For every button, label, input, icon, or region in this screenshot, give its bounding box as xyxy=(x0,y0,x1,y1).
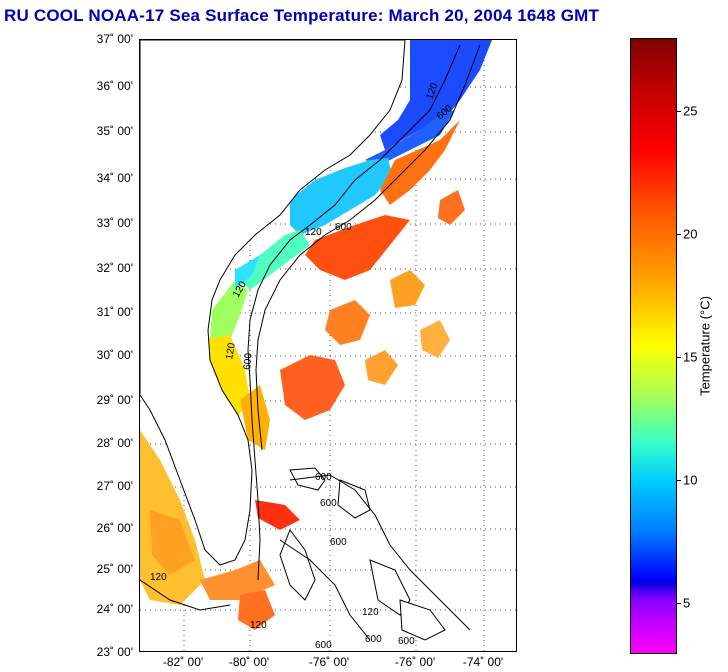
contour-label: 120 xyxy=(224,342,238,361)
contour-label: 600 xyxy=(315,472,332,483)
colorbar-tick xyxy=(676,111,681,112)
sst-data-layer xyxy=(140,40,492,630)
contour-label: 600 xyxy=(398,636,415,647)
latitude-label: 35˚ 00' xyxy=(96,124,133,138)
latitude-label: 24˚ 00' xyxy=(96,602,133,616)
longitude-label: -76˚ 00' xyxy=(308,655,350,669)
longitude-label: -80˚ 00' xyxy=(228,655,270,669)
temperature-colorbar xyxy=(630,38,677,654)
contour-label: 600 xyxy=(330,537,347,548)
sst-map[interactable]: 120 600 120 600 120 600 120 600 600 600 … xyxy=(139,39,517,652)
colorbar-label: 20 xyxy=(683,226,698,242)
longitude-label: -76˚ 00' xyxy=(394,655,436,669)
latitude-label: 33˚ 00' xyxy=(96,216,133,230)
latitude-label: 29˚ 00' xyxy=(96,393,133,407)
contour-label: 120 xyxy=(305,227,322,238)
latitude-label: 26˚ 00' xyxy=(96,521,133,535)
latitude-label: 36˚ 00' xyxy=(96,79,133,93)
bathymetry-contours xyxy=(140,44,481,641)
colorbar-tick xyxy=(676,603,681,604)
colorbar-tick xyxy=(676,357,681,358)
colorbar-tick xyxy=(676,234,681,235)
latitude-label: 37˚ 00' xyxy=(96,32,133,46)
contour-label: 600 xyxy=(315,640,332,651)
contour-label: 120 xyxy=(150,572,167,583)
contour-label: 600 xyxy=(335,222,352,233)
colorbar-tick xyxy=(676,480,681,481)
latitude-label: 34˚ 00' xyxy=(96,171,133,185)
contour-label: 600 xyxy=(320,498,337,509)
colorbar-label: 25 xyxy=(683,103,698,119)
contour-label: 120 xyxy=(250,620,267,631)
coastline xyxy=(140,40,406,566)
latitude-label: 23˚ 00' xyxy=(96,645,133,659)
latitude-label: 31˚ 00' xyxy=(96,305,133,319)
sst-map-canvas: 120 600 120 600 120 600 120 600 600 600 … xyxy=(140,40,516,651)
longitude-label: -74˚ 00' xyxy=(462,655,504,669)
contour-label: 600 xyxy=(242,352,254,370)
colorbar-label: 5 xyxy=(683,595,691,611)
latitude-label: 30˚ 00' xyxy=(96,348,133,362)
latitude-label: 32˚ 00' xyxy=(96,261,133,275)
latitude-label: 27˚ 00' xyxy=(96,479,133,493)
colorbar-label: 10 xyxy=(683,472,698,488)
contour-label-group: 120 600 120 600 120 600 120 600 600 600 … xyxy=(150,81,455,651)
bahamas-islands xyxy=(279,467,446,641)
latitude-label: 25˚ 00' xyxy=(96,562,133,576)
contour-label: 600 xyxy=(365,634,382,645)
page-title: RU COOL NOAA-17 Sea Surface Temperature:… xyxy=(4,6,600,25)
contour-label: 120 xyxy=(362,607,379,618)
colorbar-title: Temperature (°C) xyxy=(697,296,713,396)
longitude-label: -82˚ 00' xyxy=(162,655,204,669)
colorbar-label: 15 xyxy=(683,349,698,365)
latitude-label: 28˚ 00' xyxy=(96,436,133,450)
